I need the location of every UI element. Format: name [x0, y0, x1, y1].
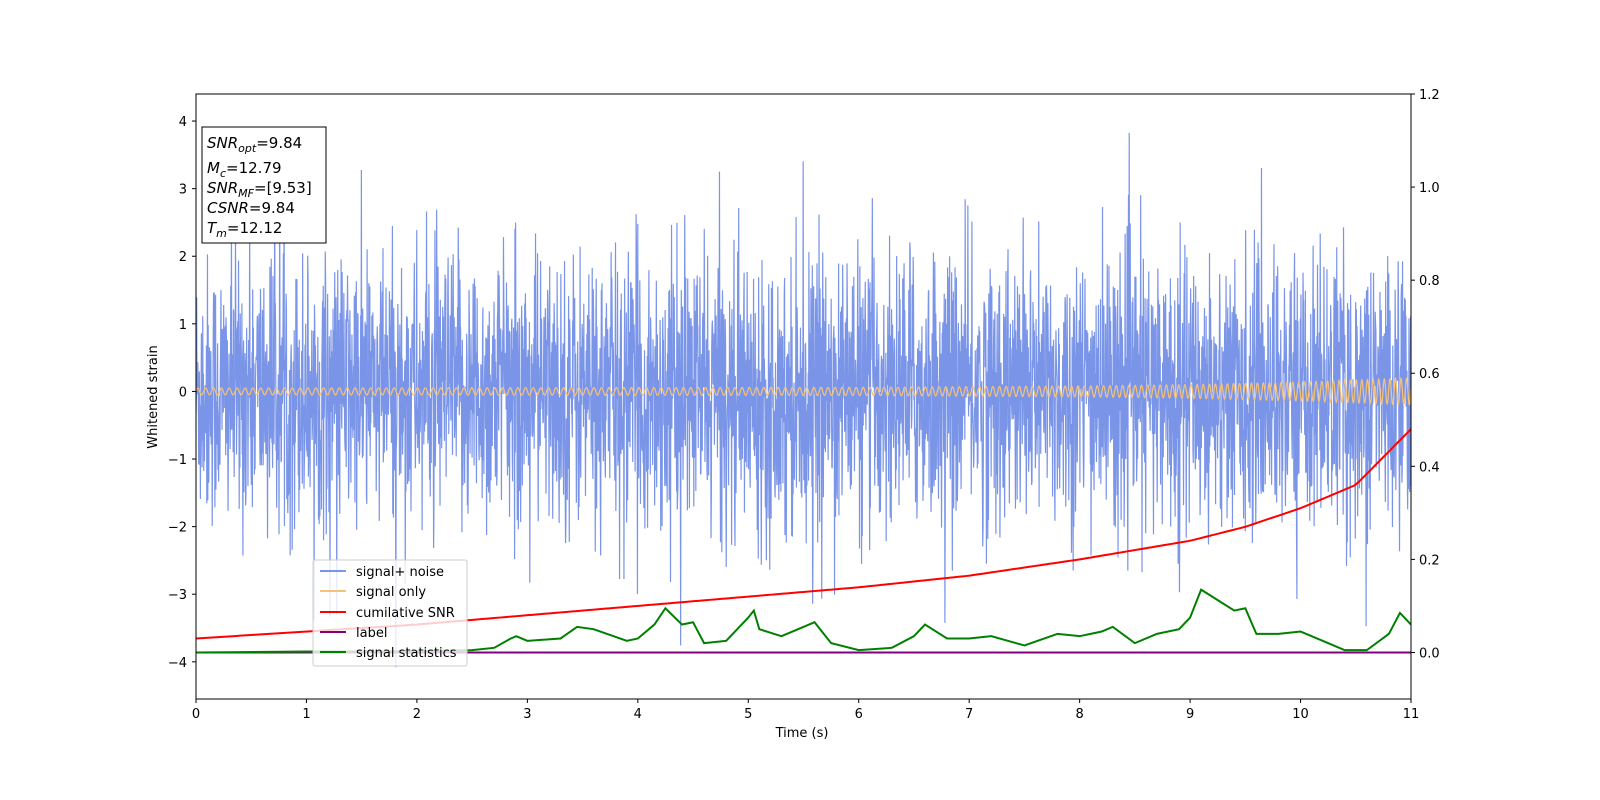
series-signal-statistics-line [196, 588, 1411, 654]
plot-frame [195, 93, 1412, 700]
y-right-tick-label: 0.6 [1419, 367, 1440, 382]
x-tick-label: 10 [1292, 707, 1309, 722]
x-tick-label: 2 [413, 707, 421, 722]
y-left-tick-label: 0 [179, 385, 187, 400]
x-axis-label: Time (s) [775, 726, 829, 741]
legend-item-signal-only: signal only [320, 585, 426, 600]
y-left-tick-label: −1 [168, 453, 187, 468]
svg-text:signal statistics: signal statistics [356, 646, 457, 661]
legend-item-signal-noise: signal+ noise [320, 565, 444, 580]
y-left-tick-label: 3 [179, 183, 187, 198]
x-tick-label: 5 [744, 707, 752, 722]
y-right-tick-label: 1.0 [1419, 181, 1440, 196]
legend-item-signal-statistics: signal statistics [320, 646, 457, 661]
svg-text:cumilative SNR: cumilative SNR [356, 606, 455, 621]
y-right-tick-label: 0.0 [1419, 646, 1440, 661]
x-tick-label: 3 [523, 707, 531, 722]
info-tm: Tm=12.12 [207, 219, 282, 240]
y-axis-right: 0.0 0.2 0.4 0.6 0.8 1.0 1.2 [1411, 88, 1440, 661]
info-snr-opt: SNRopt=9.84 [207, 134, 302, 155]
y-right-tick-label: 1.2 [1419, 88, 1440, 103]
legend: signal+ noise signal only cumilative SNR… [312, 559, 468, 667]
info-csnr: CSNR=9.84 [207, 199, 295, 217]
y-right-tick-label: 0.4 [1419, 460, 1440, 475]
y-axis-label: Whitened strain [146, 345, 161, 448]
y-right-tick-label: 0.8 [1419, 274, 1440, 289]
svg-text:signal only: signal only [356, 585, 426, 600]
svg-text:signal+ noise: signal+ noise [356, 565, 444, 580]
svg-text:label: label [356, 626, 387, 641]
info-snr-mf: SNRMF=[9.53] [207, 179, 312, 200]
x-tick-label: 7 [965, 707, 973, 722]
x-tick-label: 1 [302, 707, 310, 722]
x-axis: 0 1 2 3 4 5 6 7 8 9 10 11 [192, 699, 1419, 722]
y-left-tick-label: −2 [168, 521, 187, 536]
y-axis-left: −4 −3 −2 −1 0 1 2 3 4 [168, 115, 196, 671]
y-left-tick-label: −3 [168, 588, 187, 603]
y-left-tick-label: 1 [179, 318, 187, 333]
x-tick-label: 11 [1403, 707, 1420, 722]
series-signal-only-line [196, 376, 1411, 407]
series-signal-noise-line [196, 132, 1411, 668]
x-tick-label: 4 [634, 707, 642, 722]
x-tick-label: 6 [855, 707, 863, 722]
y-left-tick-label: −4 [168, 656, 187, 671]
y-left-tick-label: 2 [179, 250, 187, 265]
info-box: SNRopt=9.84 Mc=12.79 SNRMF=[9.53] CSNR=9… [201, 126, 327, 244]
y-right-tick-label: 0.2 [1419, 553, 1440, 568]
legend-item-cumulative-snr: cumilative SNR [320, 606, 455, 621]
x-tick-label: 8 [1075, 707, 1083, 722]
x-tick-label: 0 [192, 707, 200, 722]
y-left-tick-label: 4 [179, 115, 187, 130]
x-tick-label: 9 [1186, 707, 1194, 722]
info-mc: Mc=12.79 [207, 159, 282, 180]
legend-item-label: label [320, 626, 387, 641]
